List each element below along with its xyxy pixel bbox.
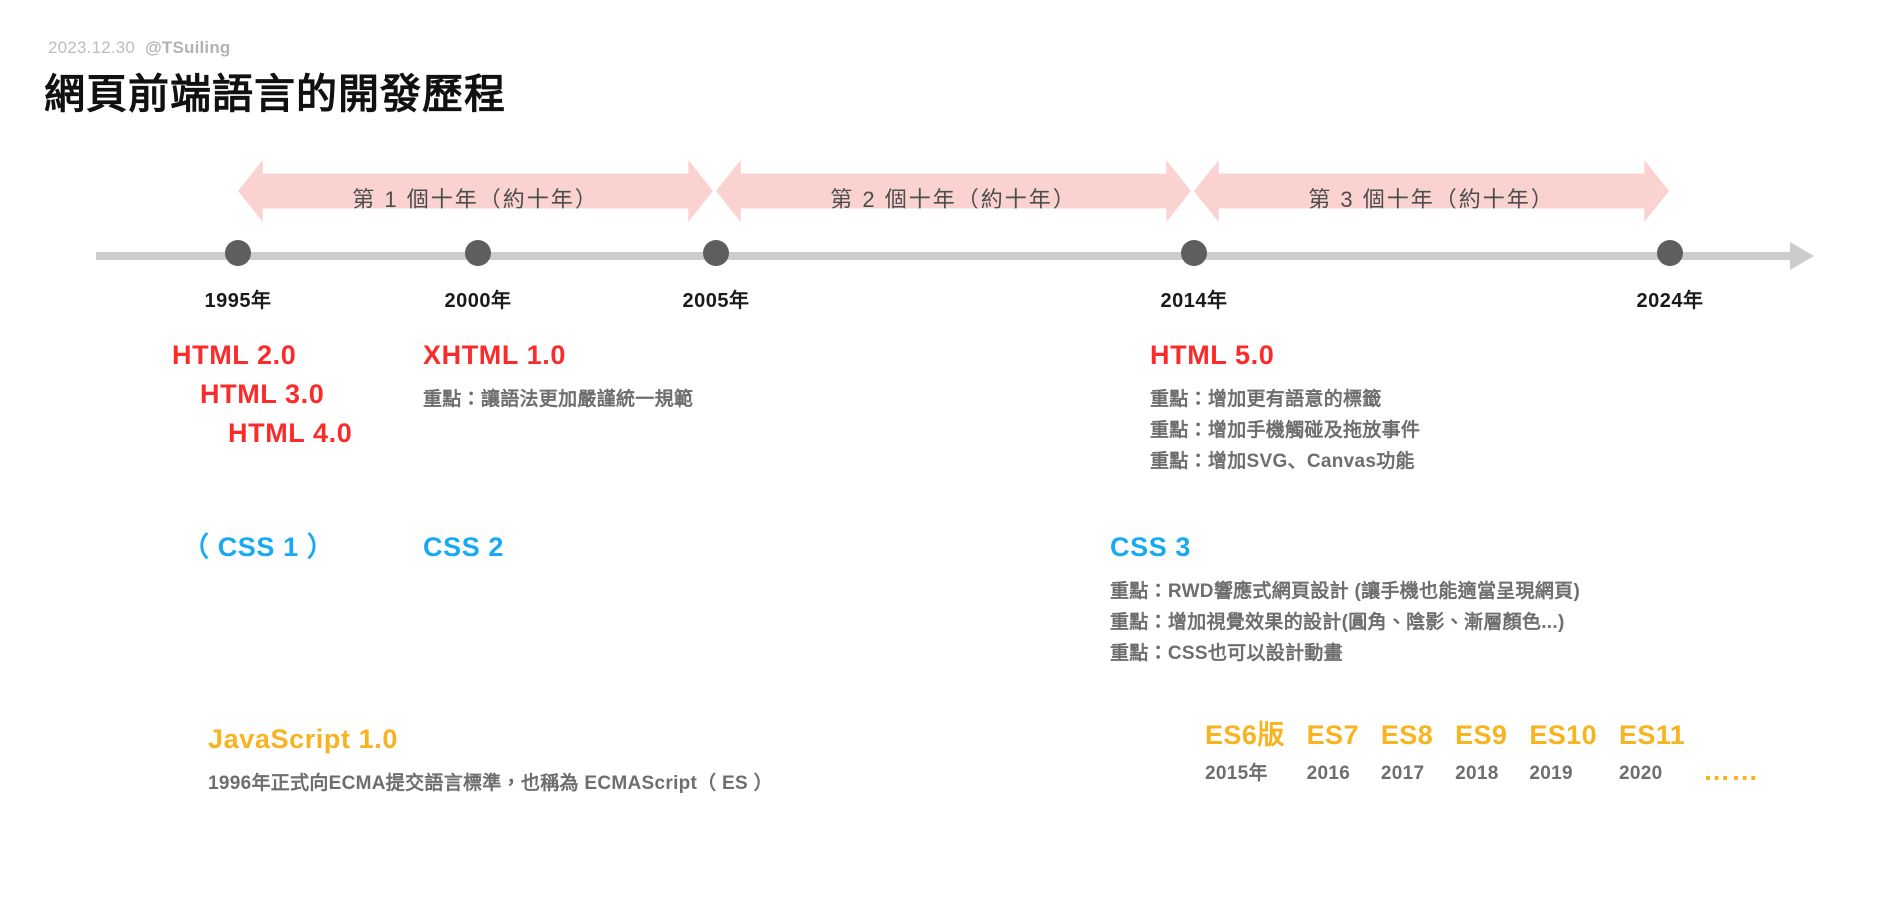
html5-detail-3: 重點：增加SVG、Canvas功能 [1150,450,1415,472]
ecmascript-name-es7: ES7 [1306,720,1359,750]
ecmascript-year-es7: 2016 [1306,763,1351,785]
ecmascript-release-es6: ES6版 2015年 [1205,718,1285,789]
entry-css1: （ CSS 1 ） [182,528,334,567]
publish-date: 2023.12.30 [48,38,136,57]
decade-arrow-1: 第 1 個十年（約十年） [238,160,713,222]
ecmascript-name-es6: ES6版 [1205,720,1285,750]
timeline-dot-2014 [1181,240,1207,266]
timeline-dot-1995 [225,240,251,266]
ecmascript-release-row: ES6版 2015年 ES7 2016 ES8 2017 ES9 2018 ES… [1205,718,1759,789]
html5-detail-2: 重點：增加手機觸碰及拖放事件 [1150,419,1421,441]
timeline-dot-2000 [465,240,491,266]
page-title: 網頁前端語言的開發歷程 [44,71,506,117]
xhtml-title: XHTML 1.0 [423,340,566,370]
ecmascript-release-es8: ES8 2017 [1381,718,1433,789]
css1-title: （ CSS 1 ） [182,532,335,562]
ecmascript-release-es11: ES11 2020 [1619,718,1685,789]
xhtml-detail-1: 重點：讓語法更加嚴謹統一規範 [423,389,694,411]
ecmascript-name-es11: ES11 [1619,720,1686,750]
ecmascript-ellipsis: …… [1703,756,1760,787]
timeline-axis: 1995年 2000年 2005年 2014年 2024年 [0,240,1900,312]
timeline-label-2005: 2005年 [682,290,750,312]
ecmascript-name-es8: ES8 [1380,720,1434,750]
javascript-detail-1: 1996年正式向ECMA提交語言標準，也稱為 ECMAScript（ ES ） [208,773,773,795]
css3-title: CSS 3 [1110,532,1192,562]
entry-html5: HTML 5.0 重點：增加更有語意的標籤 重點：增加手機觸碰及拖放事件 重點：… [1150,336,1420,477]
decade-arrow-2-label: 第 2 個十年（約十年） [830,187,1077,212]
css3-detail-2: 重點：增加視覺效果的設計(圓角、陰影、漸層顏色...) [1110,611,1565,633]
ecmascript-release-es10: ES10 2019 [1529,718,1597,789]
decade-arrow-2: 第 2 個十年（約十年） [716,160,1191,222]
css3-detail-3: 重點：CSS也可以設計動畫 [1110,642,1343,664]
ecmascript-name-es10: ES10 [1529,720,1597,750]
axis-line [96,252,1796,260]
css3-detail-1: 重點：RWD響應式網頁設計 (讓手機也能適當呈現網頁) [1110,581,1581,603]
decade-arrow-3: 第 3 個十年（約十年） [1194,160,1669,222]
timeline-label-1995: 1995年 [204,290,272,312]
timeline-dot-2024 [1657,240,1683,266]
entry-css3: CSS 3 重點：RWD響應式網頁設計 (讓手機也能適當呈現網頁) 重點：增加視… [1110,528,1580,669]
timeline-dot-2005 [703,240,729,266]
entry-css2: CSS 2 [423,528,504,567]
entry-javascript: JavaScript 1.0 1996年正式向ECMA提交語言標準，也稱為 EC… [208,720,773,800]
ecmascript-year-es9: 2018 [1455,763,1499,785]
author-handle: @TSuiling [145,38,231,57]
ecmascript-year-es8: 2017 [1380,763,1425,785]
entry-html-early: HTML 2.0 HTML 3.0 HTML 4.0 [172,336,352,453]
html-3-label: HTML 3.0 [200,379,325,410]
timeline-label-2000: 2000年 [444,290,512,312]
ecmascript-year-es11: 2020 [1619,763,1663,785]
decade-arrow-1-label: 第 1 個十年（約十年） [352,187,599,212]
html-4-label: HTML 4.0 [228,418,353,449]
timeline-label-2014: 2014年 [1160,290,1228,312]
ecmascript-more: …… [1703,754,1759,789]
timeline-label-2024: 2024年 [1636,290,1704,312]
decade-arrow-3-label: 第 3 個十年（約十年） [1308,187,1555,212]
axis-arrowhead-icon [1790,242,1814,270]
css2-title: CSS 2 [423,532,505,562]
decade-band: 第 1 個十年（約十年） 第 2 個十年（約十年） 第 3 個十年（約十年） [0,160,1900,222]
html5-detail-1: 重點：增加更有語意的標籤 [1150,389,1382,411]
html-2-label: HTML 2.0 [172,340,297,370]
ecmascript-year-es10: 2019 [1529,763,1573,785]
entry-ecmascript: ES6版 2015年 ES7 2016 ES8 2017 ES9 2018 ES… [1205,718,1759,789]
html5-title: HTML 5.0 [1150,340,1275,370]
entry-xhtml: XHTML 1.0 重點：讓語法更加嚴謹統一規範 [423,336,693,416]
byline: 2023.12.30 @TSuiling [48,38,231,58]
ecmascript-year-es6: 2015年 [1205,763,1268,785]
ecmascript-release-es7: ES7 2016 [1307,718,1359,789]
ecmascript-release-es9: ES9 2018 [1455,718,1507,789]
ecmascript-name-es9: ES9 [1455,720,1508,750]
javascript-title: JavaScript 1.0 [208,724,399,754]
